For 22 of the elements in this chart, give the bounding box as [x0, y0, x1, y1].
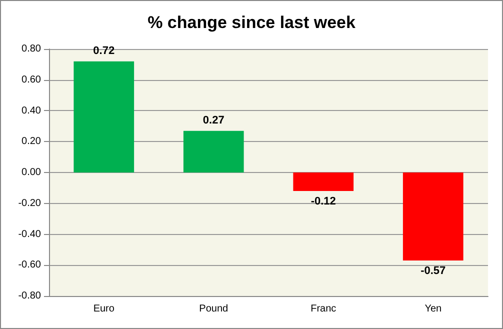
chart-title: % change since last week [148, 13, 356, 32]
data-label: 0.27 [202, 114, 224, 126]
y-tick-label: 0.40 [22, 105, 42, 116]
y-tick-label: -0.40 [18, 228, 42, 240]
y-tick-label: 0.80 [22, 44, 42, 54]
y-tick-label: -0.80 [18, 290, 42, 302]
bar [183, 130, 244, 172]
y-tick-label: 0.00 [22, 167, 42, 178]
bar [402, 172, 464, 260]
bar [293, 172, 354, 192]
x-tick-label: Euro [93, 304, 115, 314]
x-tick-label: Yen [424, 304, 442, 314]
y-tick-label: 0.60 [22, 74, 42, 86]
x-tick-label: Franc [310, 304, 336, 314]
data-label: -0.12 [310, 196, 336, 208]
x-tick-label: Pound [199, 304, 228, 314]
y-tick-label: -0.20 [18, 198, 42, 209]
data-label: -0.57 [420, 264, 446, 277]
y-tick-label: -0.60 [18, 260, 42, 271]
data-label: 0.72 [93, 44, 115, 57]
y-tick-label: 0.20 [22, 136, 42, 148]
bar [74, 61, 134, 172]
